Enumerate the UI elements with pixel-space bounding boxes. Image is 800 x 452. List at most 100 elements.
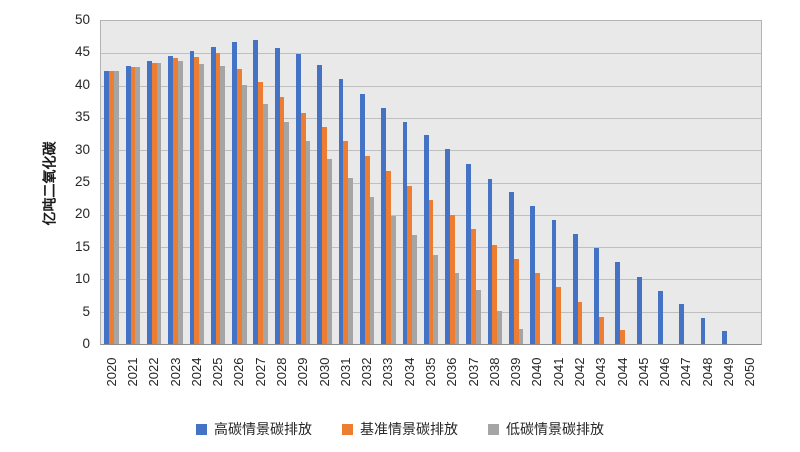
gridline-35 xyxy=(101,117,761,119)
y-tick-45: 45 xyxy=(74,44,90,60)
bar-高碳情景碳排放-2025 xyxy=(210,46,216,344)
x-tick-2037: 2037 xyxy=(465,357,481,387)
bar-基准情景碳排放-2032 xyxy=(364,156,370,344)
x-tick-2039: 2039 xyxy=(508,357,524,387)
bar-低碳情景碳排放-2034 xyxy=(412,235,417,344)
bar-高碳情景碳排放-2020 xyxy=(104,71,110,344)
bar-高碳情景碳排放-2037 xyxy=(466,163,472,344)
bar-低碳情景碳排放-2024 xyxy=(199,64,204,344)
bar-基准情景碳排放-2028 xyxy=(279,97,285,344)
bar-基准情景碳排放-2043 xyxy=(598,316,604,344)
bar-基准情景碳排放-2029 xyxy=(300,112,306,344)
legend-swatch-high-carbon-icon xyxy=(196,423,207,435)
y-tick-30: 30 xyxy=(74,141,90,157)
x-tick-2036: 2036 xyxy=(444,357,460,387)
x-tick-2048: 2048 xyxy=(699,357,715,387)
bar-基准情景碳排放-2040 xyxy=(535,272,540,344)
x-tick-2046: 2046 xyxy=(657,357,673,387)
bar-高碳情景碳排放-2027 xyxy=(253,40,259,344)
bar-低碳情景碳排放-2026 xyxy=(241,84,247,344)
legend-swatch-low-carbon-icon xyxy=(488,423,499,435)
bar-高碳情景碳排放-2039 xyxy=(508,192,514,344)
x-tick-2044: 2044 xyxy=(614,357,630,387)
bar-高碳情景碳排放-2031 xyxy=(338,79,344,344)
bar-基准情景碳排放-2020 xyxy=(109,71,115,344)
gridline-25 xyxy=(101,182,761,184)
bar-低碳情景碳排放-2033 xyxy=(390,216,396,344)
bar-高碳情景碳排放-2047 xyxy=(679,303,685,344)
legend-label-low-carbon: 低碳情景碳排放 xyxy=(506,421,604,437)
bar-高碳情景碳排放-2029 xyxy=(296,53,301,344)
gridline-40 xyxy=(101,85,761,87)
x-tick-2045: 2045 xyxy=(635,357,651,387)
bar-基准情景碳排放-2034 xyxy=(407,185,413,344)
bar-高碳情景碳排放-2033 xyxy=(381,107,387,344)
gridline-30 xyxy=(101,150,761,152)
bar-高碳情景碳排放-2044 xyxy=(615,261,621,344)
y-tick-40: 40 xyxy=(74,76,90,92)
bar-高碳情景碳排放-2041 xyxy=(551,219,557,344)
x-tick-2035: 2035 xyxy=(423,357,438,387)
bar-高碳情景碳排放-2040 xyxy=(530,206,536,344)
bar-高碳情景碳排放-2042 xyxy=(572,234,578,344)
bar-高碳情景碳排放-2045 xyxy=(636,276,642,344)
bar-基准情景碳排放-2035 xyxy=(428,199,434,344)
x-tick-2026: 2026 xyxy=(231,357,247,387)
bar-高碳情景碳排放-2026 xyxy=(232,42,237,344)
bar-基准情景碳排放-2024 xyxy=(194,57,200,344)
bar-高碳情景碳排放-2024 xyxy=(189,50,195,344)
x-tick-2047: 2047 xyxy=(678,357,694,387)
y-tick-20: 20 xyxy=(74,206,90,222)
bar-高碳情景碳排放-2022 xyxy=(147,61,152,344)
bar-低碳情景碳排放-2030 xyxy=(326,159,332,344)
x-tick-2021: 2021 xyxy=(124,357,140,387)
bar-基准情景碳排放-2026 xyxy=(236,69,242,344)
bar-基准情景碳排放-2030 xyxy=(322,126,327,344)
bar-基准情景碳排放-2021 xyxy=(130,66,136,344)
x-tick-2027: 2027 xyxy=(252,357,268,387)
bar-低碳情景碳排放-2029 xyxy=(305,140,311,344)
x-tick-2050: 2050 xyxy=(742,357,758,387)
x-tick-2022: 2022 xyxy=(146,357,162,387)
bar-低碳情景碳排放-2020 xyxy=(114,71,119,344)
bar-低碳情景碳排放-2035 xyxy=(433,254,439,344)
gridline-45 xyxy=(101,53,761,55)
x-tick-2024: 2024 xyxy=(188,357,204,387)
bar-高碳情景碳排放-2035 xyxy=(423,135,429,344)
bar-基准情景碳排放-2038 xyxy=(492,244,498,344)
bar-低碳情景碳排放-2039 xyxy=(518,329,524,344)
bar-基准情景碳排放-2023 xyxy=(173,58,178,344)
y-tick-25: 25 xyxy=(74,174,90,189)
x-tick-2033: 2033 xyxy=(380,357,396,387)
bar-高碳情景碳排放-2021 xyxy=(125,65,131,344)
bar-高碳情景碳排放-2043 xyxy=(594,247,599,344)
bar-基准情景碳排放-2042 xyxy=(577,302,583,344)
y-tick-50: 50 xyxy=(74,12,90,27)
legend-swatch-baseline-icon xyxy=(342,423,353,435)
bar-基准情景碳排放-2039 xyxy=(513,258,519,344)
x-tick-2041: 2041 xyxy=(550,357,566,387)
bar-低碳情景碳排放-2038 xyxy=(497,311,503,344)
bar-基准情景碳排放-2044 xyxy=(620,330,625,344)
legend: 高碳情景碳排放 基准情景碳排放 低碳情景碳排放 xyxy=(0,419,800,439)
bar-高碳情景碳排放-2032 xyxy=(359,94,365,344)
bar-高碳情景碳排放-2023 xyxy=(168,55,174,344)
x-tick-2040: 2040 xyxy=(529,357,545,387)
bar-低碳情景碳排放-2031 xyxy=(348,177,354,344)
bar-高碳情景碳排放-2048 xyxy=(700,318,706,344)
legend-item-low-carbon: 低碳情景碳排放 xyxy=(488,419,604,439)
legend-item-baseline: 基准情景碳排放 xyxy=(342,419,458,439)
bar-低碳情景碳排放-2022 xyxy=(156,63,162,344)
bar-基准情景碳排放-2036 xyxy=(449,215,455,344)
bar-低碳情景碳排放-2023 xyxy=(177,61,183,344)
bar-低碳情景碳排放-2028 xyxy=(284,122,290,344)
plot-area xyxy=(100,20,762,345)
y-tick-10: 10 xyxy=(74,271,90,287)
bar-基准情景碳排放-2025 xyxy=(215,53,221,344)
y-tick-5: 5 xyxy=(82,303,90,319)
legend-label-baseline: 基准情景碳排放 xyxy=(360,421,458,437)
x-tick-2042: 2042 xyxy=(572,357,588,387)
legend-label-high-carbon: 高碳情景碳排放 xyxy=(214,421,312,437)
bar-高碳情景碳排放-2038 xyxy=(487,178,493,344)
